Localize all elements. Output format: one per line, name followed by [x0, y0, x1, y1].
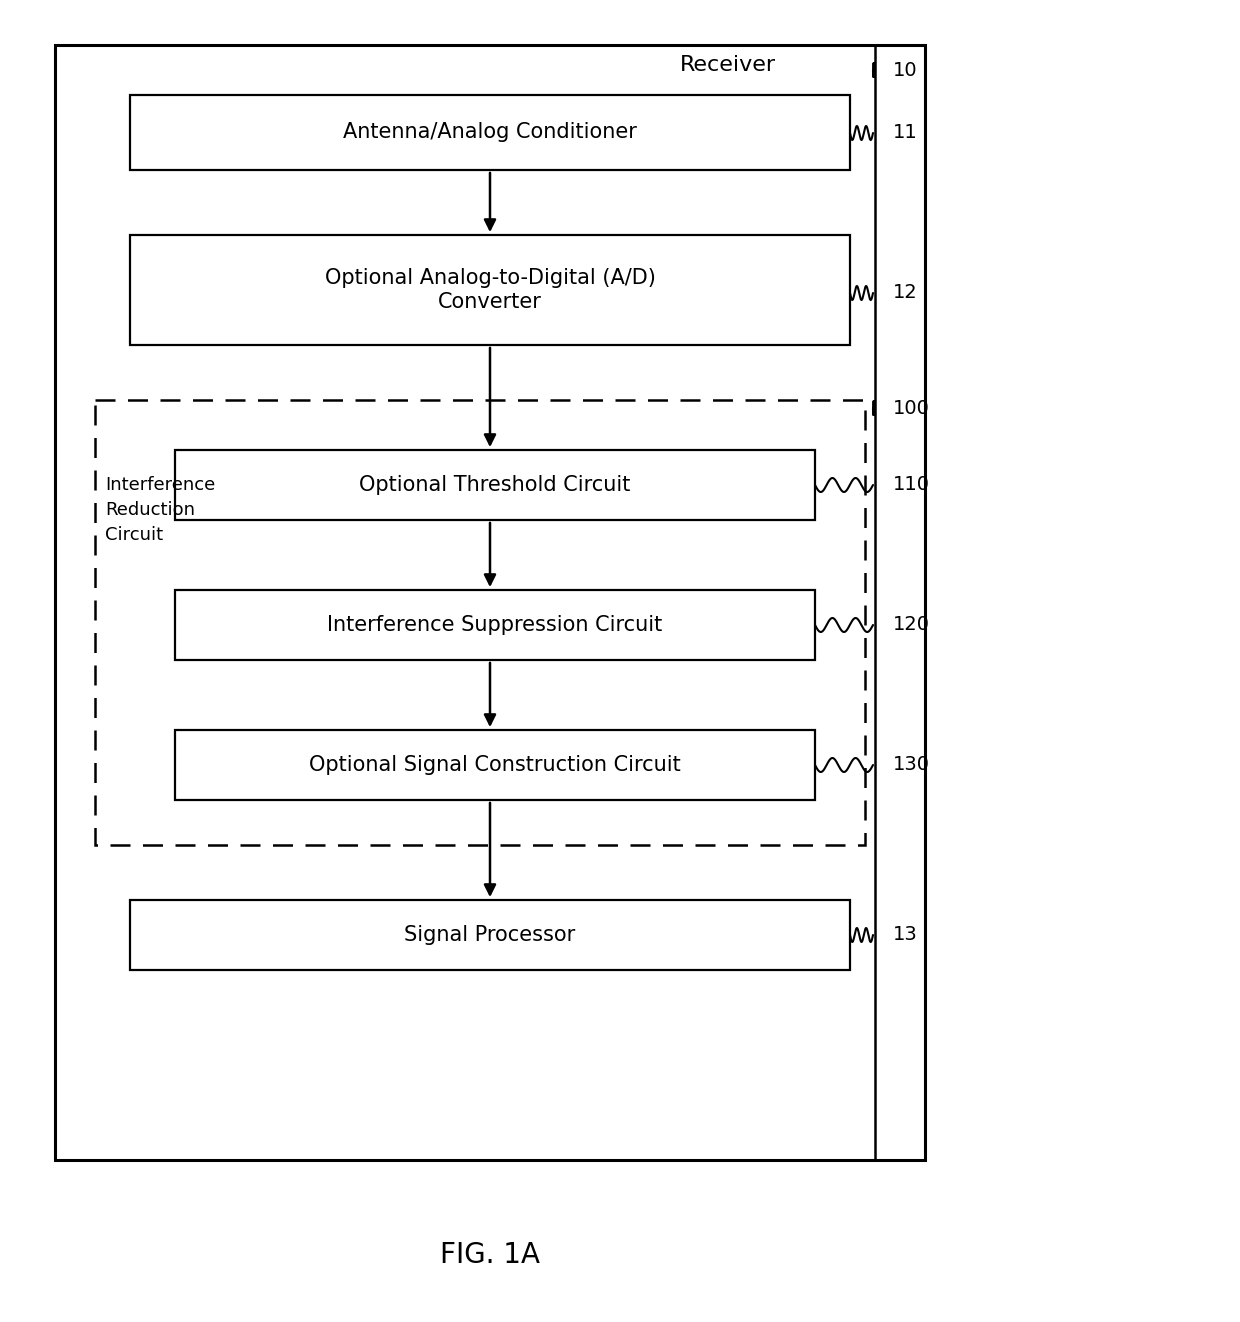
- Text: 110: 110: [893, 476, 930, 494]
- Bar: [175, 449, 815, 520]
- Text: 100: 100: [893, 398, 930, 418]
- Bar: [175, 590, 815, 660]
- Bar: [95, 401, 866, 845]
- Bar: [175, 730, 815, 800]
- Text: Optional Analog-to-Digital (A/D)
Converter: Optional Analog-to-Digital (A/D) Convert…: [325, 268, 656, 312]
- Bar: [55, 45, 925, 1159]
- Text: Interference
Reduction
Circuit: Interference Reduction Circuit: [105, 476, 216, 543]
- Text: FIG. 1A: FIG. 1A: [440, 1241, 539, 1269]
- Text: Interference Suppression Circuit: Interference Suppression Circuit: [327, 615, 662, 635]
- Bar: [130, 95, 849, 171]
- Text: Optional Threshold Circuit: Optional Threshold Circuit: [360, 475, 631, 494]
- Text: 13: 13: [893, 925, 918, 944]
- Text: 11: 11: [893, 123, 918, 143]
- Bar: [130, 235, 849, 345]
- Text: Signal Processor: Signal Processor: [404, 925, 575, 945]
- Text: 10: 10: [893, 61, 918, 79]
- Text: Receiver: Receiver: [680, 56, 776, 75]
- Text: 120: 120: [893, 616, 930, 635]
- Text: 12: 12: [893, 283, 918, 303]
- Text: Optional Signal Construction Circuit: Optional Signal Construction Circuit: [309, 755, 681, 775]
- Bar: [130, 900, 849, 970]
- Text: 130: 130: [893, 755, 930, 775]
- Text: Antenna/Analog Conditioner: Antenna/Analog Conditioner: [343, 123, 637, 143]
